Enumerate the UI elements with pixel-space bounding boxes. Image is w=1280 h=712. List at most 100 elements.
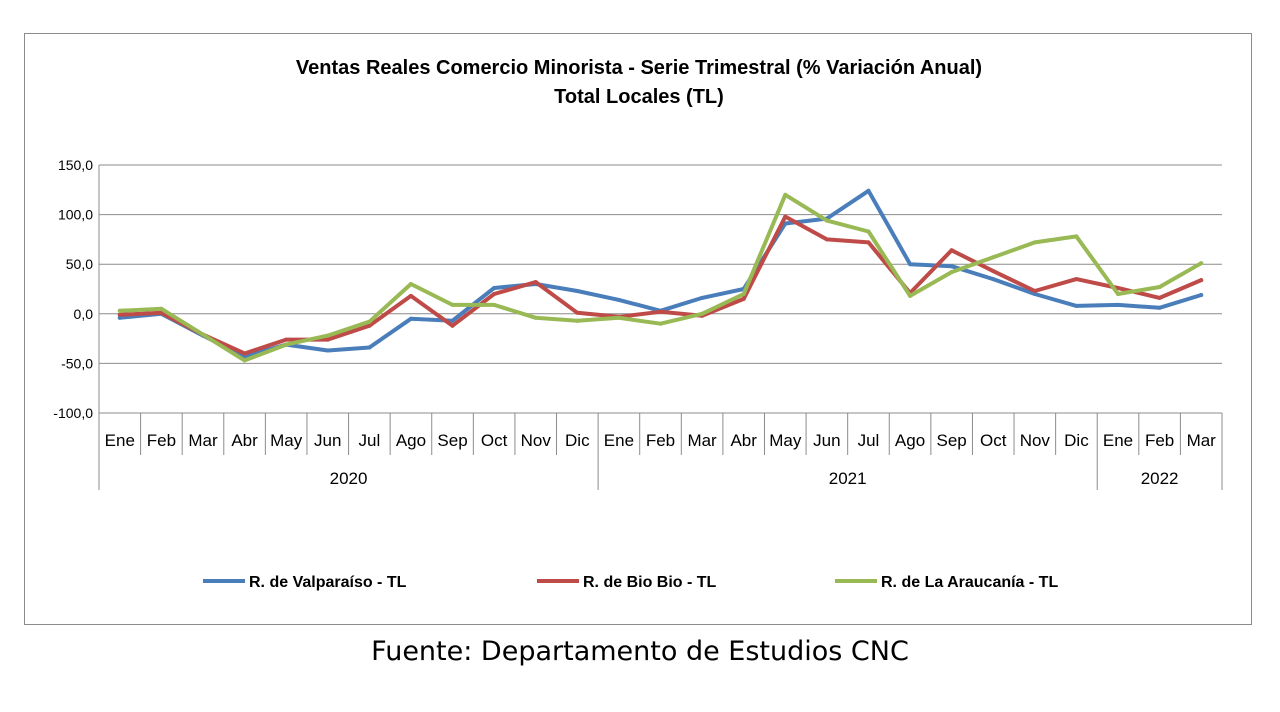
data-point (1032, 289, 1037, 293)
series-line-1 (117, 188, 1204, 359)
data-point (616, 297, 621, 302)
chart-frame: Ventas Reales Comercio Minorista - Serie… (24, 33, 1252, 625)
series-lines (117, 188, 1204, 363)
x-tick-label: Sep (437, 431, 467, 450)
data-point (284, 337, 289, 342)
y-axis-ticks: 150,0 100,0 50,0 0,0 -50,0 -100,0 (53, 157, 93, 421)
legend-entry: R. de Valparaíso - TL (249, 574, 407, 591)
year-label: 2021 (829, 469, 867, 488)
data-point (492, 302, 497, 307)
data-point (866, 188, 871, 193)
data-point (242, 358, 247, 363)
y-tick-label: 100,0 (58, 207, 93, 223)
x-tick-label: Jul (858, 431, 880, 450)
x-tick-label: Oct (481, 431, 508, 450)
data-point (117, 308, 122, 313)
series-line-2 (117, 214, 1204, 356)
data-point (700, 295, 705, 300)
x-tick-label: Feb (147, 431, 176, 450)
data-point (741, 292, 746, 296)
y-tick-label: 0,0 (74, 306, 94, 322)
x-tick-label: Oct (980, 431, 1007, 450)
x-tick-label: Nov (1020, 431, 1051, 450)
data-point (325, 348, 330, 353)
data-point (492, 292, 497, 296)
data-point (242, 351, 247, 356)
data-point (450, 318, 455, 323)
x-tick-label: Ago (396, 431, 426, 450)
data-point (117, 312, 122, 317)
data-point (408, 316, 413, 321)
data-point (824, 218, 829, 223)
data-point (325, 337, 330, 342)
data-point (783, 214, 788, 219)
data-point (1157, 285, 1162, 289)
data-point (949, 270, 954, 275)
data-point (616, 315, 621, 320)
data-point (658, 321, 663, 326)
data-point (533, 315, 538, 320)
data-point (367, 345, 372, 350)
gridlines (98, 164, 1222, 490)
data-point (117, 315, 122, 320)
x-tick-label: Dic (565, 431, 590, 450)
legend-entry: R. de La Araucanía - TL (881, 574, 1058, 591)
x-tick-label: Mar (1187, 431, 1217, 450)
data-point (201, 332, 205, 337)
data-point (1074, 303, 1079, 308)
y-tick-label: 50,0 (66, 256, 93, 272)
x-tick-label: Sep (937, 431, 967, 450)
x-tick-label: Ene (1103, 431, 1133, 450)
data-point (1032, 292, 1037, 296)
data-point (159, 306, 164, 311)
data-point (575, 289, 580, 293)
x-tick-label: Ene (105, 431, 135, 450)
data-point (575, 310, 580, 315)
x-tick-label: Dic (1064, 431, 1089, 450)
series-line-3 (117, 192, 1204, 363)
x-tick-label: Feb (646, 431, 675, 450)
x-tick-label: Abr (730, 431, 757, 450)
data-point (1074, 234, 1079, 239)
data-point (492, 286, 497, 290)
data-point (1199, 293, 1204, 297)
x-tick-label: Nov (521, 431, 552, 450)
x-tick-label: Feb (1145, 431, 1174, 450)
data-point (367, 319, 372, 324)
data-point (824, 237, 829, 242)
data-point (159, 310, 164, 315)
chart-subtitle: Total Locales (TL) (554, 86, 724, 108)
data-point (325, 333, 330, 338)
x-tick-label: May (270, 431, 303, 450)
x-tick-label: Ago (895, 431, 925, 450)
data-point (1199, 278, 1204, 283)
data-point (991, 269, 996, 274)
data-point (533, 280, 538, 285)
data-point (783, 192, 788, 197)
data-point (991, 255, 996, 260)
chart-title: Ventas Reales Comercio Minorista - Serie… (296, 57, 982, 79)
data-point (949, 248, 954, 253)
data-point (866, 240, 871, 245)
data-point (408, 293, 413, 298)
data-point (450, 323, 455, 328)
data-point (1032, 240, 1037, 245)
legend-entry: R. de Bio Bio - TL (583, 574, 717, 591)
data-point (741, 296, 746, 301)
data-point (908, 262, 913, 267)
source-note: Fuente: Departamento de Estudios CNC (371, 636, 909, 667)
data-point (1116, 302, 1120, 307)
data-point (408, 282, 413, 286)
legend: R. de Valparaíso - TL R. de Bio Bio - TL R… (203, 574, 1058, 591)
data-point (1116, 292, 1120, 296)
data-point (658, 309, 663, 314)
line-chart: Ventas Reales Comercio Minorista - Serie… (53, 57, 1223, 591)
y-tick-label: -50,0 (61, 355, 93, 371)
data-point (1074, 277, 1079, 282)
data-point (866, 229, 871, 234)
data-point (284, 342, 289, 347)
x-tick-label: Jul (358, 431, 380, 450)
data-point (1157, 305, 1162, 310)
y-tick-label: -100,0 (53, 405, 93, 421)
data-point (949, 264, 954, 269)
